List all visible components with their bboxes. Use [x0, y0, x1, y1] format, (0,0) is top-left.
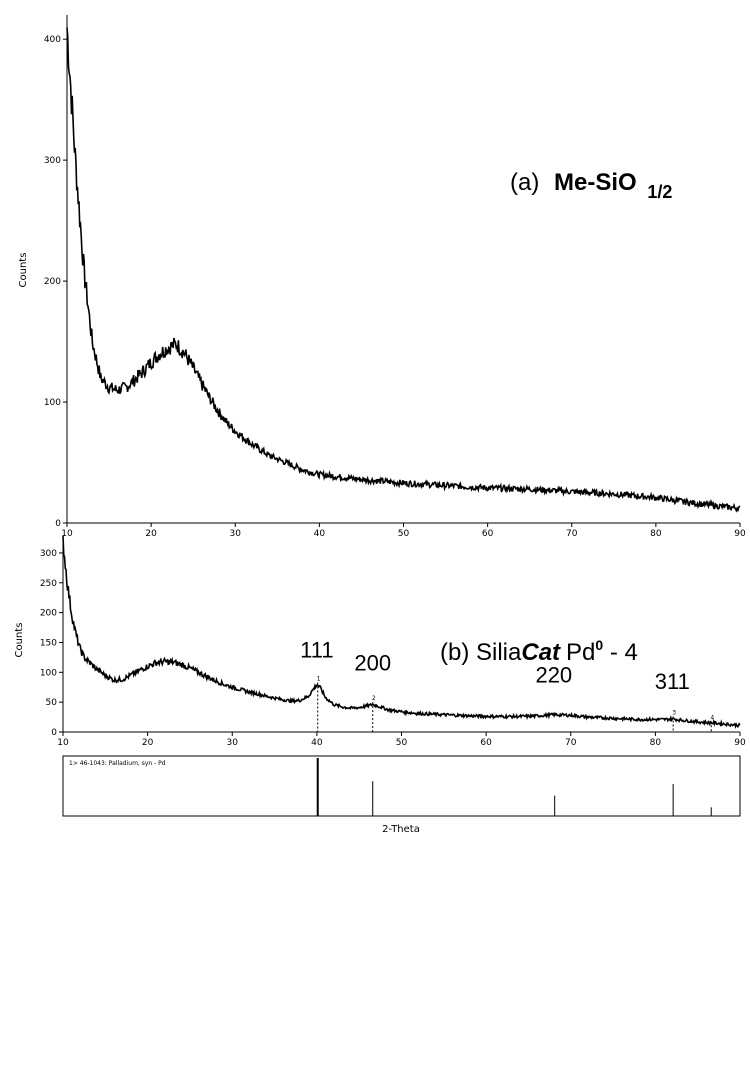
panel-a-xtick-label: 30	[230, 529, 242, 539]
panel-a-xtick-label: 60	[482, 529, 494, 539]
panel-a-annotation: (a) Me-SiO 1/2	[510, 169, 672, 202]
panel-b-xtick-label: 80	[650, 738, 662, 748]
panel-b-ytick-label: 50	[46, 698, 58, 708]
panel-a-xtick-label: 50	[398, 529, 410, 539]
panel-a-ticks: 10 20 30 40 50 60 70 80 90 0 100 200 300 400	[44, 35, 746, 539]
peak-marker-label-1: 1	[317, 675, 321, 682]
panel-b-peak-labels: 111 200 220 311	[300, 637, 690, 694]
panel-a-series-line	[66, 27, 741, 513]
panel-b-series-line	[62, 535, 741, 729]
panel-a-ytick-label: 300	[44, 156, 61, 166]
panel-b-peak-droplines: 1 2 3 4	[317, 675, 714, 732]
panel-b-ytick-label: 100	[40, 668, 57, 678]
panel-b-ytick-label: 250	[40, 579, 57, 589]
panel-b-ytick-label: 0	[51, 728, 57, 738]
reference-pattern-label: 1> 46-1043: Palladium, syn - Pd	[69, 760, 166, 767]
peak-label-111: 111	[300, 637, 333, 662]
panel-a-ytick-label: 100	[44, 398, 61, 408]
panel-b-ytick-label: 200	[40, 609, 57, 619]
peak-label-200: 200	[354, 651, 391, 676]
panel-a-ylabel: Counts	[18, 253, 29, 288]
panel-a-xtick-label: 70	[566, 529, 578, 539]
peak-label-311: 311	[655, 669, 690, 694]
panel-b-xtick-label: 40	[311, 738, 323, 748]
panel-a-xtick-label: 40	[314, 529, 326, 539]
reference-lines	[316, 758, 712, 816]
panel-b-ticks: 10 20 30 40 50 60 70 80 90 0 50 100 150 200 250 300	[40, 549, 746, 748]
panel-a-xtick-label: 20	[145, 529, 157, 539]
panel-a-ytick-label: 400	[44, 35, 61, 45]
peak-marker-label-4: 4	[710, 714, 714, 721]
panel-b-ytick-label: 150	[40, 638, 57, 648]
panel-b-xtick-label: 90	[734, 738, 746, 748]
panel-b-xtick-label: 70	[565, 738, 577, 748]
peak-marker-label-3: 3	[672, 709, 676, 716]
panel-b-xlabel: 2-Theta	[382, 824, 420, 835]
reference-pattern-box	[62, 755, 741, 817]
panel-b-xtick-label: 10	[57, 738, 69, 748]
panel-a: 10 20 30 40 50 60 70 80 90 0 100 200 300 400 Counts (…	[18, 15, 746, 539]
panel-b-ylabel: Counts	[14, 623, 25, 658]
panel-a-ytick-label: 200	[44, 277, 61, 287]
peak-marker-label-2: 2	[372, 695, 376, 702]
panel-a-xtick-label: 90	[734, 529, 746, 539]
peak-label-220: 220	[535, 663, 572, 688]
panel-b-annotation: (b) SiliaCat Pd0 - 4	[440, 637, 638, 666]
panel-b-xtick-label: 60	[480, 738, 492, 748]
panel-a-xtick-label: 10	[61, 529, 73, 539]
panel-b-ytick-label: 300	[40, 549, 57, 559]
panel-b-xtick-label: 30	[227, 738, 239, 748]
panel-b: 10 20 30 40 50 60 70 80 90 0 50 100 150 200 250 300 1 2 3…	[14, 535, 746, 748]
panel-b-xtick-label: 20	[142, 738, 154, 748]
reference-pattern: 1> 46-1043: Palladium, syn - Pd	[62, 755, 741, 817]
panel-a-ytick-label: 0	[55, 519, 61, 529]
panel-a-xtick-label: 80	[650, 529, 662, 539]
panel-b-xtick-label: 50	[396, 738, 408, 748]
